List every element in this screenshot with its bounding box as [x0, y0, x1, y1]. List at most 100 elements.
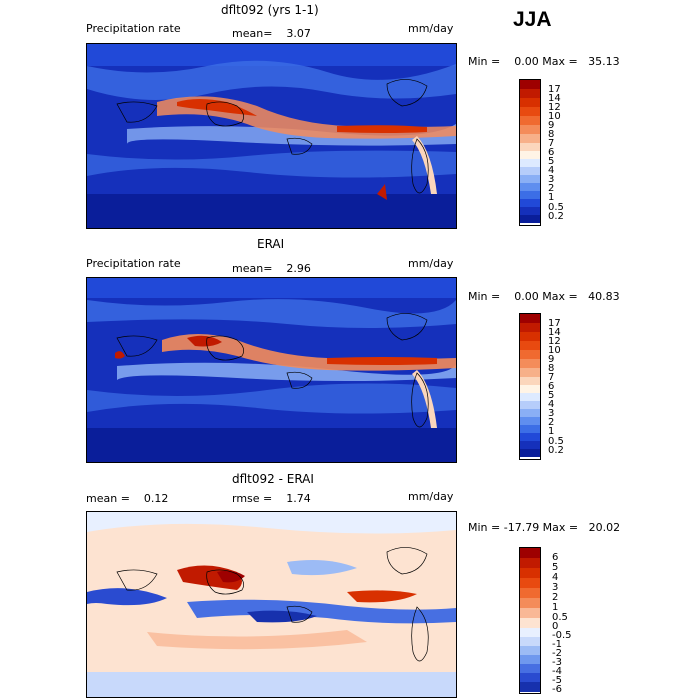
panel-1-colorbar-swatch	[520, 143, 540, 151]
panel-1-minmax: Min = 0.00 Max = 35.13	[468, 55, 620, 68]
colorbar-tick-label: 1	[552, 602, 559, 613]
colorbar-tick-label: 7	[548, 138, 555, 149]
panel-2-colorbar-swatch	[520, 323, 540, 332]
panel-3-title: dflt092 - ERAI	[232, 472, 314, 486]
colorbar-tick-label: -5	[552, 675, 562, 686]
colorbar-tick-label: 5	[552, 562, 559, 573]
colorbar-tick-label: 5	[548, 156, 555, 167]
colorbar-tick-label: 0.5	[548, 436, 564, 447]
colorbar-tick-label: -1	[552, 639, 562, 650]
colorbar-tick-label: 10	[548, 111, 561, 122]
panel-2-colorbar-swatch	[520, 409, 540, 417]
panel-1-colorbar-swatch	[520, 199, 540, 207]
colorbar-tick-label: 12	[548, 336, 561, 347]
colorbar-tick-label: 3	[548, 408, 555, 419]
colorbar-tick-label: 0.2	[548, 445, 564, 456]
panel-1-colorbar	[519, 79, 541, 226]
colorbar-tick-label: -4	[552, 666, 562, 677]
colorbar-tick-label: 12	[548, 102, 561, 113]
colorbar-tick-label: -6	[552, 684, 562, 695]
colorbar-tick-label: 8	[548, 129, 555, 140]
panel-3-colorbar	[519, 547, 541, 694]
panel-3-colorbar-swatch	[520, 588, 540, 598]
panel-1-colorbar-swatch	[520, 159, 540, 167]
panel-3-colorbar-swatch	[520, 637, 540, 646]
colorbar-tick-label: -0.5	[552, 630, 572, 641]
panel-1-colorbar-swatch	[520, 215, 540, 223]
panel-2-colorbar-swatch	[520, 417, 540, 425]
colorbar-tick-label: 0.5	[548, 202, 564, 213]
colorbar-tick-label: 7	[548, 372, 555, 383]
panel-2-variable-label: Precipitation rate	[86, 257, 181, 270]
panel-1-colorbar-swatch	[520, 80, 540, 89]
panel-2-colorbar-swatch	[520, 350, 540, 359]
panel-3-minmax: Min = -17.79 Max = 20.02	[468, 521, 621, 534]
colorbar-tick-label: 5	[548, 390, 555, 401]
colorbar-tick-label: 2	[548, 183, 555, 194]
panel-3-colorbar-swatch	[520, 664, 540, 673]
colorbar-tick-label: -3	[552, 657, 562, 668]
panel-3-map	[86, 511, 457, 698]
colorbar-tick-label: 4	[548, 165, 555, 176]
panel-1-colorbar-swatch	[520, 107, 540, 116]
panel-2-colorbar	[519, 313, 541, 460]
panel-1-colorbar-swatch	[520, 191, 540, 199]
panel-3-mean: mean = 0.12	[86, 492, 169, 505]
panel-3-colorbar-swatch	[520, 628, 540, 637]
panel-3-colorbar-swatch	[520, 673, 540, 682]
panel-2-colorbar-swatch	[520, 449, 540, 457]
panel-2-colorbar-swatch	[520, 401, 540, 409]
colorbar-tick-label: 2	[552, 592, 559, 603]
colorbar-tick-label: 4	[552, 572, 559, 583]
panel-3-colorbar-swatch	[520, 558, 540, 568]
season-label: JJA	[513, 8, 552, 31]
panel-1-colorbar-swatch	[520, 175, 540, 183]
panel-2-colorbar-swatch	[520, 341, 540, 350]
panel-2-colorbar-swatch	[520, 393, 540, 401]
panel-2-colorbar-swatch	[520, 332, 540, 341]
colorbar-tick-label: 17	[548, 318, 561, 329]
colorbar-tick-label: -2	[552, 648, 562, 659]
panel-2-units: mm/day	[408, 257, 454, 270]
colorbar-tick-label: 9	[548, 120, 555, 131]
panel-1-mean: mean= 3.07	[232, 27, 311, 40]
colorbar-tick-label: 2	[548, 417, 555, 428]
colorbar-tick-label: 6	[548, 381, 555, 392]
panel-1-colorbar-swatch	[520, 116, 540, 125]
colorbar-tick-label: 14	[548, 93, 561, 104]
colorbar-tick-label: 1	[548, 426, 555, 437]
panel-3-units: mm/day	[408, 490, 454, 503]
panel-2-colorbar-swatch	[520, 368, 540, 377]
colorbar-tick-label: 14	[548, 327, 561, 338]
panel-1-colorbar-swatch	[520, 98, 540, 107]
precipitation-map-erai	[87, 278, 456, 462]
panel-1-colorbar-swatch	[520, 167, 540, 175]
panel-3-colorbar-swatch	[520, 655, 540, 664]
colorbar-tick-label: 10	[548, 345, 561, 356]
panel-1-colorbar-swatch	[520, 89, 540, 98]
panel-3-colorbar-swatch	[520, 578, 540, 588]
panel-3-colorbar-swatch	[520, 618, 540, 628]
colorbar-tick-label: 17	[548, 84, 561, 95]
colorbar-tick-label: 6	[552, 552, 559, 563]
panel-3-colorbar-swatch	[520, 682, 540, 692]
colorbar-tick-label: 0.2	[548, 211, 564, 222]
panel-2-colorbar-swatch	[520, 425, 540, 433]
panel-2-colorbar-swatch	[520, 385, 540, 393]
panel-2-colorbar-swatch	[520, 441, 540, 449]
panel-2-colorbar-swatch	[520, 359, 540, 368]
panel-3-colorbar-swatch	[520, 568, 540, 578]
panel-1-title: dflt092 (yrs 1-1)	[221, 3, 319, 17]
colorbar-tick-label: 6	[548, 147, 555, 158]
panel-2-colorbar-swatch	[520, 314, 540, 323]
colorbar-tick-label: 4	[548, 399, 555, 410]
colorbar-tick-label: 8	[548, 363, 555, 374]
panel-1-map	[86, 43, 457, 229]
panel-3-colorbar-swatch	[520, 548, 540, 558]
colorbar-tick-label: 9	[548, 354, 555, 365]
panel-1-colorbar-swatch	[520, 134, 540, 143]
colorbar-tick-label: 3	[552, 582, 559, 593]
panel-2-title: ERAI	[257, 237, 285, 251]
panel-1-colorbar-swatch	[520, 125, 540, 134]
colorbar-tick-label: 3	[548, 174, 555, 185]
